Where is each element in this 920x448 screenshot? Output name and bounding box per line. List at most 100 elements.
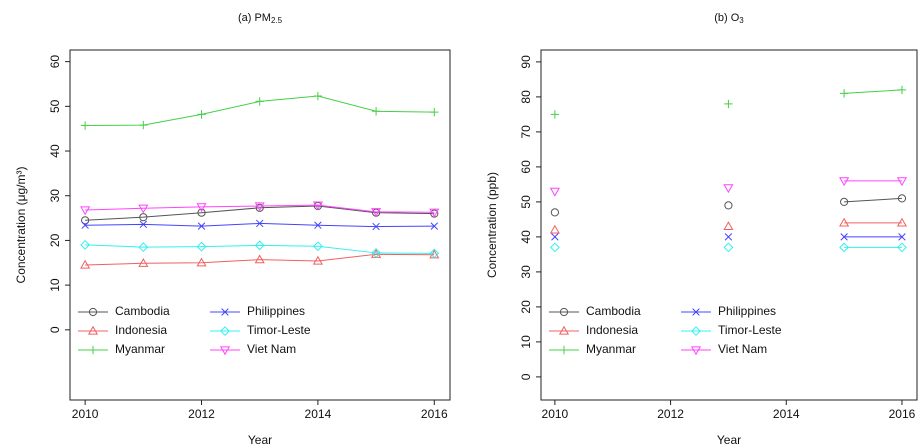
marker xyxy=(840,197,849,206)
x-tick-label: 2016 xyxy=(421,407,448,421)
legend-label: Philippines xyxy=(718,304,776,318)
marker xyxy=(254,240,265,251)
marker xyxy=(138,204,149,214)
marker xyxy=(691,326,701,336)
legend-label: Cambodia xyxy=(586,304,641,318)
marker xyxy=(196,203,207,213)
marker xyxy=(549,242,560,253)
series-line xyxy=(85,244,435,254)
marker xyxy=(254,202,265,212)
marker xyxy=(896,217,908,227)
marker xyxy=(898,233,906,241)
marker xyxy=(196,241,207,252)
marker xyxy=(896,177,908,187)
marker xyxy=(81,221,89,229)
series-line xyxy=(85,205,435,221)
marker xyxy=(197,110,206,119)
legend-label: Indonesia xyxy=(586,323,638,337)
y-tick-label: 0 xyxy=(519,373,533,380)
marker xyxy=(429,208,440,218)
marker xyxy=(255,203,264,212)
legend-label: Philippines xyxy=(247,304,305,318)
x-tick-label: 2012 xyxy=(657,407,684,421)
plot-frame xyxy=(540,49,918,401)
legend-label: Viet Nam xyxy=(718,342,767,356)
marker xyxy=(80,121,90,130)
marker xyxy=(371,208,382,218)
marker xyxy=(197,222,206,230)
marker xyxy=(80,239,91,250)
marker xyxy=(138,258,149,267)
y-axis-label: Concentration (μg/m³) xyxy=(14,167,28,284)
marker xyxy=(314,221,322,229)
plot-frame xyxy=(69,49,451,401)
marker xyxy=(371,248,382,258)
marker xyxy=(139,220,148,229)
legend-label: Viet Nam xyxy=(247,342,296,356)
marker xyxy=(897,194,907,203)
marker xyxy=(80,259,91,269)
legend-label: Timor-Leste xyxy=(718,323,782,337)
y-tick-label: 20 xyxy=(48,233,62,247)
chart-title: (b) O3 xyxy=(714,12,744,25)
marker xyxy=(551,233,559,241)
marker xyxy=(138,242,149,253)
x-axis-label: Year xyxy=(717,433,741,447)
marker xyxy=(313,91,323,101)
marker xyxy=(550,110,560,119)
marker xyxy=(87,325,99,335)
marker xyxy=(80,206,91,216)
y-tick-label: 10 xyxy=(519,335,533,349)
marker xyxy=(88,345,98,355)
marker xyxy=(371,107,381,116)
y-tick-label: 0 xyxy=(48,326,62,333)
marker xyxy=(220,326,230,336)
marker xyxy=(429,248,440,259)
y-axis-label: Concentration (ppb) xyxy=(485,172,499,278)
marker xyxy=(897,85,907,95)
marker xyxy=(139,120,148,130)
marker xyxy=(221,308,229,316)
marker xyxy=(559,307,569,317)
series-line xyxy=(844,197,902,203)
y-tick-label: 40 xyxy=(519,230,533,244)
marker xyxy=(839,89,849,98)
legend-label: Myanmar xyxy=(586,342,636,356)
x-tick-label: 2012 xyxy=(188,407,215,421)
marker xyxy=(690,346,702,356)
marker xyxy=(839,177,850,187)
x-tick-label: 2014 xyxy=(773,407,800,421)
marker xyxy=(723,242,734,253)
marker xyxy=(723,221,734,231)
chart-title-main: (a) PM xyxy=(238,12,271,24)
marker xyxy=(255,97,264,106)
marker xyxy=(81,216,90,225)
y-tick-label: 20 xyxy=(519,300,533,314)
chart-title: (a) PM2.5 xyxy=(238,12,283,25)
legend-label: Myanmar xyxy=(115,342,165,356)
marker xyxy=(723,184,734,194)
marker xyxy=(549,224,560,234)
marker xyxy=(88,307,98,317)
series-line xyxy=(85,204,435,213)
chart-title-main: (b) O xyxy=(714,12,740,24)
y-tick-label: 50 xyxy=(519,195,533,209)
marker xyxy=(139,213,148,222)
marker xyxy=(549,187,560,197)
y-tick-label: 10 xyxy=(48,278,62,292)
series-line xyxy=(85,253,435,266)
marker xyxy=(312,255,323,265)
marker xyxy=(197,208,206,217)
marker xyxy=(254,254,265,264)
series-line xyxy=(844,89,902,94)
marker xyxy=(312,241,323,252)
y-tick-label: 70 xyxy=(519,125,533,139)
marker xyxy=(724,99,733,109)
x-tick-label: 2014 xyxy=(305,407,332,421)
marker xyxy=(558,325,570,335)
x-axis-label: Year xyxy=(248,433,272,447)
y-tick-label: 80 xyxy=(519,90,533,104)
marker xyxy=(550,208,559,217)
